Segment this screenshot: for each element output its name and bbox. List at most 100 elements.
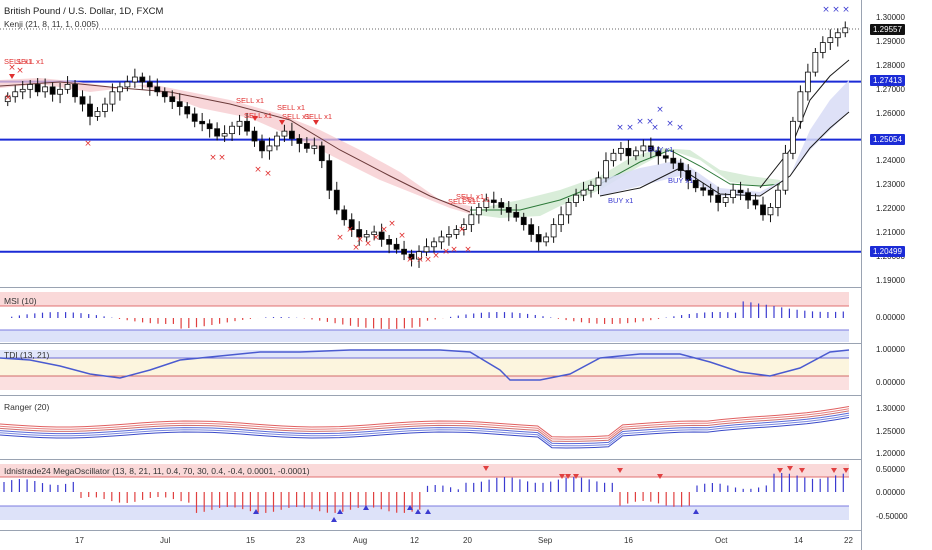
buy-marker: × [651,123,659,133]
sell-label: SELL x1 [282,112,310,121]
candle-body [423,246,430,253]
candle-body [34,84,41,93]
cloud-bearish [0,78,470,214]
buy-label: BUY x1 [608,196,633,205]
sell-marker: × [8,63,16,73]
pane-divider[interactable] [0,287,932,288]
candle-body [146,81,153,88]
sell-marker: × [416,255,424,265]
time-label: Sep [538,536,553,545]
sell-label: SELL x1 [236,96,264,105]
kenji-line [0,81,471,213]
buy-marker: × [842,5,850,15]
ranger-line [0,414,850,447]
candle-body [371,231,378,235]
candle-body [655,150,662,157]
candle-body [498,202,505,208]
pane-divider[interactable] [0,343,932,344]
sell-marker: × [218,153,226,163]
candle-body [647,145,654,152]
candle-body [94,111,101,117]
sell-arrow [9,74,15,79]
candle-body [42,86,49,93]
candle-body [124,81,131,88]
candle-body [730,189,736,198]
candle-body [378,231,385,240]
time-label: Oct [715,536,728,545]
candle-body [221,133,228,137]
candle-body [715,194,722,203]
sell-label: SELL x1 [244,111,272,120]
candle-body [259,140,265,152]
symbol-title[interactable]: British Pound / U.S. Dollar, 1D, FXCM [4,6,164,17]
price-tick: 1.19000 [876,275,905,285]
candle-body [804,71,811,93]
ranger-title[interactable]: Ranger (20) [4,402,50,412]
indicator-title[interactable]: Kenji (21, 8, 11, 1, 0.005) [4,19,99,29]
candle-body [184,106,191,115]
mega-sell-arrow [787,466,793,471]
buy-marker: × [656,105,664,115]
candle-body [588,184,594,191]
candle-body [191,113,198,122]
candle-body [19,88,26,93]
level-tag-3: 1.20499 [870,246,905,257]
mega-tick: 0.00000 [876,488,905,497]
candle-body [438,236,445,243]
ranger-line [0,408,850,440]
pane-divider[interactable] [0,459,932,460]
msi-lower-band [0,330,849,342]
buy-marker: × [666,119,674,129]
candle-body [408,253,415,260]
candle-body [206,123,213,130]
ranger-line [0,417,850,449]
candle-body [348,219,355,230]
current-price-tag: 1.29557 [870,24,905,35]
candle-body [401,248,407,255]
chart-canvas[interactable]: × ×××× ×× ××××× ×××××× × × × × ×××× ×× ××× × ×× × ×SELL… [0,0,861,530]
buy-label: BUY x1 [668,176,693,185]
price-tick: 1.24000 [876,156,905,166]
candle-body [790,120,796,154]
sell-marker: × [209,153,217,163]
candle-body [214,128,221,137]
msi-title[interactable]: MSI (10) [4,296,37,306]
candle-body [573,194,579,203]
megaoscillator-title[interactable]: Idnistrade24 MegaOscillator (13, 8, 21, … [4,466,310,476]
candle-body [311,145,318,149]
mega-sell-arrow [483,466,489,471]
candle-body [333,189,340,211]
sell-label: SELL x1 [448,197,476,206]
tdi-title[interactable]: TDI (13, 21) [4,350,50,360]
mega-sell-arrow [799,468,805,473]
sell-marker: × [336,233,344,243]
mega-buy-arrow [331,517,337,522]
candle-body [446,234,452,238]
candle-body [707,189,714,196]
msi-upper-band [0,292,849,306]
candle-body [543,236,550,243]
tdi-tick: 0.00000 [876,378,905,387]
candle-body [296,138,303,144]
mega-lower-band [0,506,849,520]
candle-body [102,103,108,112]
candle-body [139,76,146,83]
time-label: Jul [160,536,171,545]
candle-body [274,135,280,147]
candle-body [176,101,183,107]
sell-arrow [252,116,258,121]
time-label: Aug [353,536,368,545]
sell-label: SELL x1 [456,192,484,201]
sell-label: SELL x1 [4,57,32,66]
candle-body [72,84,78,98]
buy-marker: × [822,5,830,15]
pane-divider[interactable] [0,395,932,396]
mega-sell-arrow [573,474,579,479]
price-axis[interactable] [861,0,932,550]
price-tick: 1.29000 [876,36,905,46]
kenji-line [470,149,781,211]
candle-body [288,130,295,139]
candle-body [662,155,669,159]
level-tag-2: 1.25054 [870,134,905,145]
ranger-tick: 1.25000 [876,427,905,436]
